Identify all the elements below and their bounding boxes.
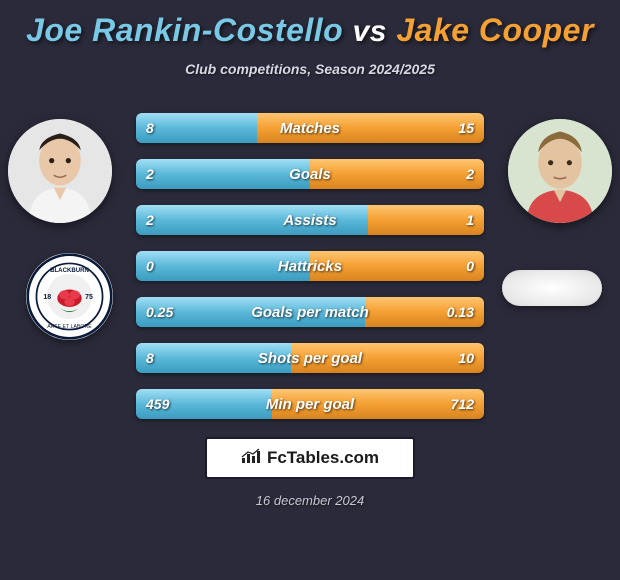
stat-row: 0.250.13Goals per match bbox=[136, 297, 484, 327]
chart-icon bbox=[241, 448, 261, 469]
stat-label: Goals per match bbox=[136, 297, 484, 327]
stat-label: Assists bbox=[136, 205, 484, 235]
stat-label: Shots per goal bbox=[136, 343, 484, 373]
stat-row: 810Shots per goal bbox=[136, 343, 484, 373]
player2-avatar bbox=[508, 119, 612, 223]
svg-text:18: 18 bbox=[43, 294, 51, 301]
stat-row: 21Assists bbox=[136, 205, 484, 235]
stat-row: 22Goals bbox=[136, 159, 484, 189]
stat-label: Min per goal bbox=[136, 389, 484, 419]
stat-label: Goals bbox=[136, 159, 484, 189]
footer-date: 16 december 2024 bbox=[0, 493, 620, 508]
stat-label: Matches bbox=[136, 113, 484, 143]
player1-club-crest: BLACKBURN ARTE ET LABORE 18 75 bbox=[26, 253, 113, 340]
player2-name: Jake Cooper bbox=[396, 12, 594, 48]
stat-bars: 815Matches 22Goals 21Assists 00Hattricks 0.2… bbox=[136, 107, 484, 419]
svg-text:ARTE ET LABORE: ARTE ET LABORE bbox=[47, 324, 92, 330]
stat-row: 815Matches bbox=[136, 113, 484, 143]
svg-text:75: 75 bbox=[85, 294, 93, 301]
subtitle: Club competitions, Season 2024/2025 bbox=[0, 61, 620, 77]
player2-club-crest bbox=[502, 270, 602, 306]
stat-label: Hattricks bbox=[136, 251, 484, 281]
comparison-title: Joe Rankin-Costello vs Jake Cooper bbox=[0, 0, 620, 49]
player1-name: Joe Rankin-Costello bbox=[26, 12, 343, 48]
vs-label: vs bbox=[353, 15, 387, 48]
footer-logo: FcTables.com bbox=[205, 437, 415, 479]
svg-text:BLACKBURN: BLACKBURN bbox=[50, 267, 89, 274]
stat-row: 00Hattricks bbox=[136, 251, 484, 281]
footer-logo-text: FcTables.com bbox=[267, 448, 379, 468]
stat-row: 459712Min per goal bbox=[136, 389, 484, 419]
player1-avatar bbox=[8, 119, 112, 223]
comparison-content: BLACKBURN ARTE ET LABORE 18 75 815Matche… bbox=[0, 107, 620, 419]
